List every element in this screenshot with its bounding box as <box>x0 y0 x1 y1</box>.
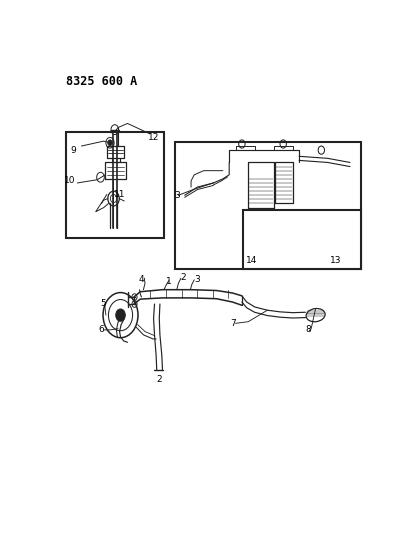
Text: 2: 2 <box>156 375 162 384</box>
Text: 4: 4 <box>139 275 144 284</box>
Circle shape <box>306 243 310 247</box>
Text: 3: 3 <box>173 191 179 200</box>
Circle shape <box>115 309 125 321</box>
Bar <box>243 209 360 269</box>
Bar <box>175 142 360 269</box>
Text: 9: 9 <box>70 146 76 155</box>
Text: 8: 8 <box>305 326 311 334</box>
Ellipse shape <box>306 309 324 322</box>
Text: 7: 7 <box>229 319 235 328</box>
Text: 5: 5 <box>100 299 106 308</box>
Bar <box>65 132 164 238</box>
Circle shape <box>108 140 112 146</box>
Text: 12: 12 <box>148 133 159 142</box>
Text: 13: 13 <box>329 256 341 265</box>
Text: 2: 2 <box>180 273 185 282</box>
Text: 6: 6 <box>98 326 104 334</box>
Text: 3: 3 <box>193 276 199 284</box>
Text: 1: 1 <box>166 277 171 286</box>
Text: 8325 600 A: 8325 600 A <box>65 76 137 88</box>
Text: 10: 10 <box>64 176 75 185</box>
Text: 14: 14 <box>245 256 256 265</box>
Text: 11: 11 <box>114 190 125 199</box>
